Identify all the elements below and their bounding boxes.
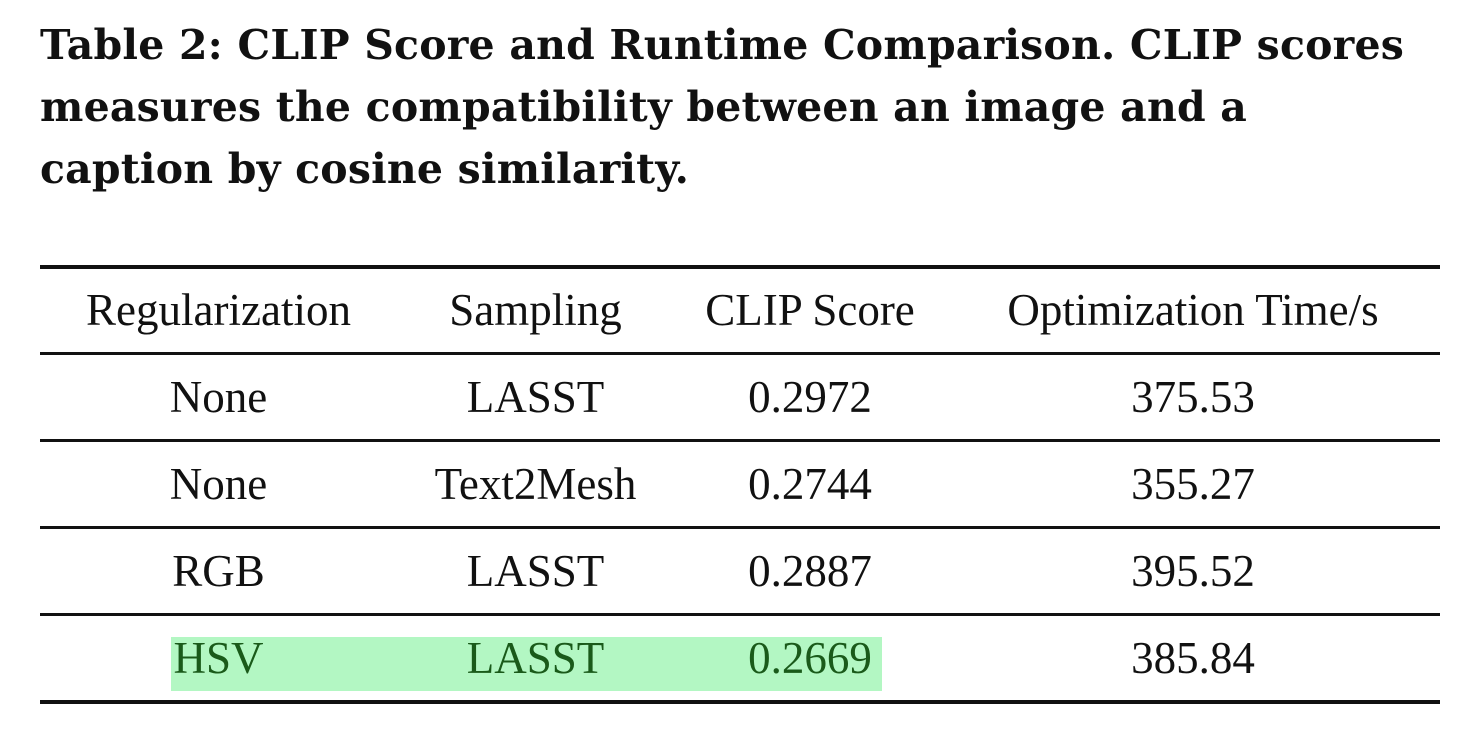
header-sampling: Sampling <box>449 285 622 335</box>
table-cell-highlighted: HSV <box>173 633 264 683</box>
table-cell: 375.53 <box>1131 372 1255 422</box>
table-cell: 0.2744 <box>748 459 872 509</box>
table-cell: 385.84 <box>1131 633 1255 683</box>
table-cell: None <box>169 372 268 422</box>
header-optimization-time: Optimization Time/s <box>1007 285 1379 335</box>
table-cell: LASST <box>466 546 605 596</box>
table-cell: RGB <box>172 546 265 596</box>
table-cell-highlighted: 0.2669 <box>748 633 872 683</box>
header-regularization: Regularization <box>86 285 351 335</box>
table-bottom-rule <box>40 700 1440 704</box>
row-rule <box>40 526 1440 529</box>
row-rule <box>40 613 1440 616</box>
table-cell: 0.2887 <box>748 546 872 596</box>
row-highlight <box>171 637 882 691</box>
table-cell-highlighted: LASST <box>466 633 605 683</box>
table-cell: LASST <box>466 372 605 422</box>
table-cell: Text2Mesh <box>434 459 637 509</box>
table-cell: None <box>169 459 268 509</box>
table-top-rule <box>40 265 1440 269</box>
table-cell: 0.2972 <box>748 372 872 422</box>
header-clip-score: CLIP Score <box>705 285 915 335</box>
table-cell: 395.52 <box>1131 546 1255 596</box>
row-rule <box>40 439 1440 442</box>
table-caption: Table 2: CLIP Score and Runtime Comparis… <box>40 21 1405 193</box>
table-cell: 355.27 <box>1131 459 1255 509</box>
header-rule <box>40 352 1440 355</box>
